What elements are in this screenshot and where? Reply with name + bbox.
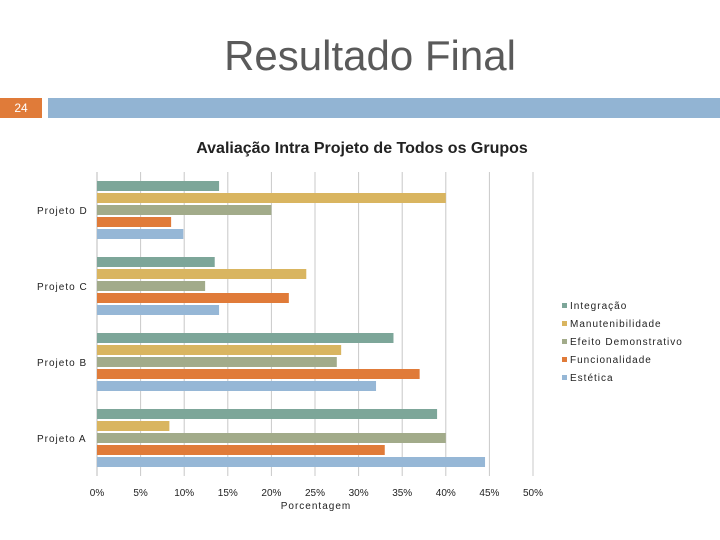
bar xyxy=(97,433,446,443)
x-tick-labels: 0% 5% 10% 15% 20% 25% 30% 35% 40% 45% 50% xyxy=(90,488,543,499)
category-label: Projeto B xyxy=(37,358,87,369)
x-tick-label: 0% xyxy=(90,488,105,499)
legend-swatch xyxy=(562,375,567,380)
legend-swatch xyxy=(562,303,567,308)
legend-label: Estética xyxy=(570,373,614,384)
bar xyxy=(97,369,420,379)
bar xyxy=(97,229,184,239)
legend-label: Efeito Demonstrativo xyxy=(570,337,683,348)
x-tick-label: 20% xyxy=(261,488,281,499)
x-tick-label: 15% xyxy=(218,488,238,499)
x-tick-label: 30% xyxy=(349,488,369,499)
bar xyxy=(97,293,289,303)
legend-label: Manutenibilidade xyxy=(570,319,662,330)
header-bar xyxy=(48,98,720,118)
category-label: Projeto D xyxy=(37,206,88,217)
bar xyxy=(97,205,272,215)
bar xyxy=(97,333,394,343)
bar xyxy=(97,305,220,315)
bar xyxy=(97,257,215,267)
bar xyxy=(97,281,206,291)
legend-swatch xyxy=(562,321,567,326)
bar xyxy=(97,217,172,227)
legend-label: Funcionalidade xyxy=(570,355,652,366)
legend-label: Integração xyxy=(570,301,627,312)
gridlines xyxy=(96,172,534,476)
x-tick-label: 45% xyxy=(479,488,499,499)
legend-swatch xyxy=(562,357,567,362)
category-labels: Projeto D Projeto C Projeto B Projeto A xyxy=(37,206,88,445)
chart-title: Avaliação Intra Projeto de Todos os Grup… xyxy=(196,140,528,157)
bar xyxy=(97,193,446,203)
x-tick-label: 25% xyxy=(305,488,325,499)
category-label: Projeto A xyxy=(37,434,87,445)
x-tick-label: 40% xyxy=(436,488,456,499)
bar xyxy=(97,421,170,431)
slide-title: Resultado Final xyxy=(224,32,516,79)
x-tick-label: 50% xyxy=(523,488,543,499)
bar xyxy=(97,269,307,279)
x-tick-label: 10% xyxy=(174,488,194,499)
bars xyxy=(97,181,486,467)
x-tick-label: 35% xyxy=(392,488,412,499)
bar xyxy=(97,345,342,355)
bar xyxy=(97,181,220,191)
bar xyxy=(97,457,486,467)
bar xyxy=(97,409,438,419)
x-tick-label: 5% xyxy=(133,488,148,499)
bar xyxy=(97,381,377,391)
legend-swatch xyxy=(562,339,567,344)
slide-number: 24 xyxy=(0,98,42,118)
bar xyxy=(97,445,385,455)
bar xyxy=(97,357,337,367)
category-label: Projeto C xyxy=(37,282,88,293)
x-axis-label: Porcentagem xyxy=(281,501,351,512)
legend: Integração Manutenibilidade Efeito Demonst… xyxy=(562,301,683,384)
